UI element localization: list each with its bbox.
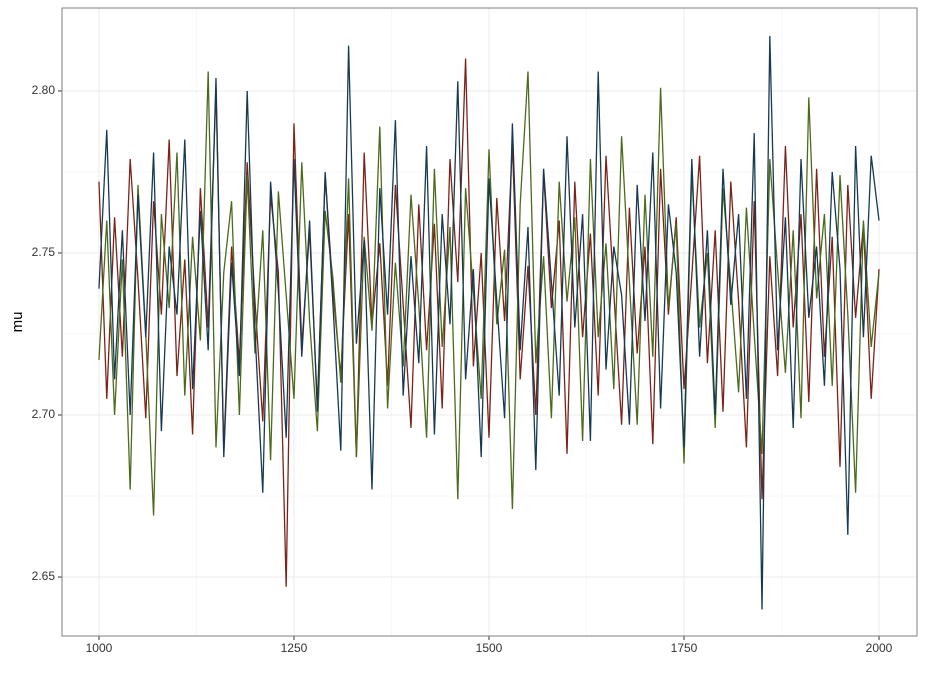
- x-tick-label: 2000: [866, 641, 893, 655]
- y-tick-label: 2.65: [32, 569, 56, 583]
- y-axis-title: mu: [9, 312, 26, 333]
- x-tick-label: 1750: [671, 641, 698, 655]
- y-tick-label: 2.70: [32, 407, 56, 421]
- x-tick-label: 1000: [86, 641, 113, 655]
- x-tick-label: 1500: [476, 641, 503, 655]
- y-tick-label: 2.80: [32, 83, 56, 97]
- trace-line: [98, 71, 880, 516]
- x-tick-label: 1250: [281, 641, 308, 655]
- trace-line: [98, 35, 880, 610]
- y-tick-label: 2.75: [32, 245, 56, 259]
- panel-border: [61, 7, 918, 637]
